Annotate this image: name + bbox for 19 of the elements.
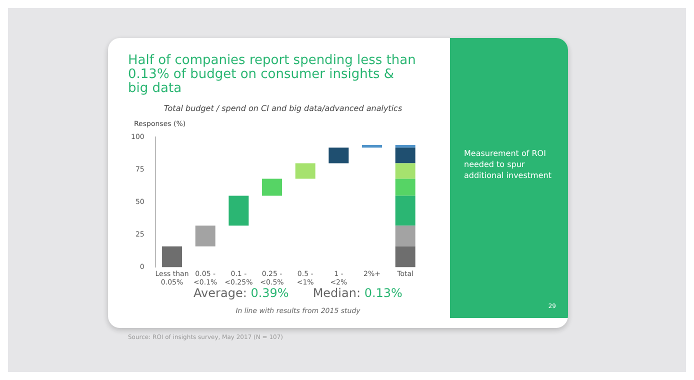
- bar: [228, 196, 249, 226]
- text: Measurement of ROI needed to spur additional investment: [464, 148, 552, 181]
- text: Median: 0.13%: [312, 286, 402, 300]
- chart-title: Half of companies report spending less than 0.13% of budget on consumer insights & big data: [128, 53, 417, 96]
- bar: [395, 246, 416, 268]
- bar: [395, 163, 416, 179]
- bar: [295, 163, 316, 179]
- text: Average: 0.39%: [194, 286, 289, 300]
- bar: [395, 145, 416, 148]
- bar: [362, 145, 382, 148]
- bar: [395, 196, 416, 226]
- chart-subtitle: Total budget / spend on CI and big data/advanced analytics: [162, 104, 404, 113]
- bar: [395, 148, 416, 164]
- bar: [262, 178, 282, 196]
- bar: [328, 148, 349, 164]
- bar: [395, 178, 416, 196]
- bar: [395, 226, 416, 246]
- bar: [162, 246, 182, 268]
- bar: [195, 226, 216, 246]
